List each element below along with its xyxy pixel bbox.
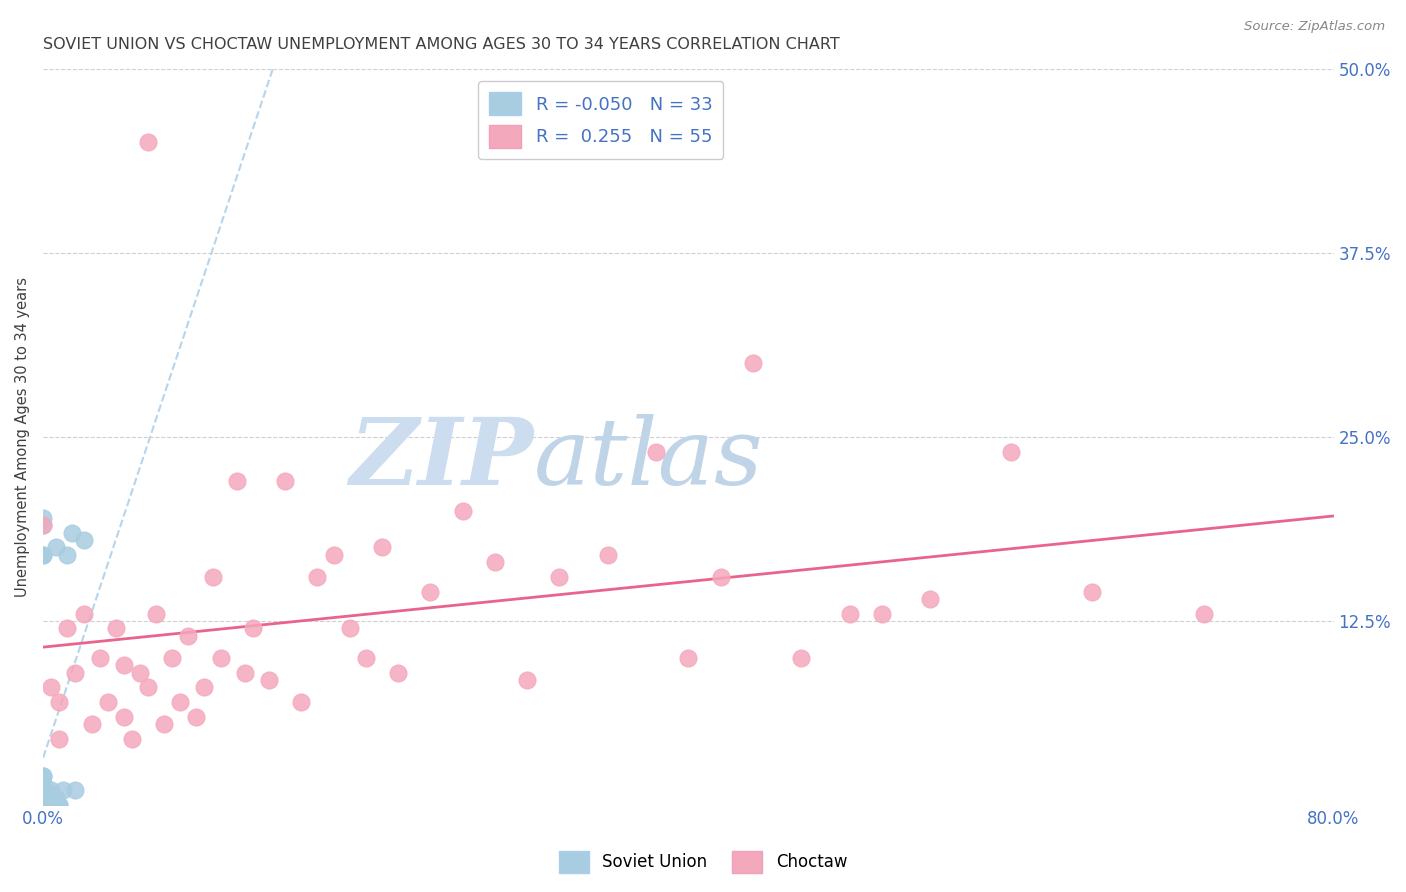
Point	[136, 680, 159, 694]
Point	[80, 717, 103, 731]
Point	[32, 769, 55, 783]
Point	[97, 695, 120, 709]
Point	[322, 548, 344, 562]
Point	[56, 621, 79, 635]
Point	[45, 790, 67, 805]
Point	[48, 731, 70, 746]
Point	[741, 356, 763, 370]
Point	[136, 136, 159, 150]
Text: SOVIET UNION VS CHOCTAW UNEMPLOYMENT AMONG AGES 30 TO 34 YEARS CORRELATION CHART: SOVIET UNION VS CHOCTAW UNEMPLOYMENT AMO…	[44, 37, 839, 53]
Point	[186, 709, 208, 723]
Point	[233, 665, 256, 680]
Point	[56, 548, 79, 562]
Point	[32, 783, 55, 797]
Point	[32, 798, 55, 813]
Point	[274, 474, 297, 488]
Point	[153, 717, 176, 731]
Point	[548, 570, 571, 584]
Point	[290, 695, 312, 709]
Point	[112, 709, 135, 723]
Point	[145, 607, 167, 621]
Point	[89, 650, 111, 665]
Point	[65, 665, 87, 680]
Point	[32, 783, 55, 797]
Point	[112, 658, 135, 673]
Point	[60, 525, 83, 540]
Point	[160, 650, 183, 665]
Point	[32, 790, 55, 805]
Point	[1194, 607, 1216, 621]
Point	[209, 650, 232, 665]
Point	[32, 798, 55, 813]
Point	[1080, 584, 1102, 599]
Point	[48, 798, 70, 813]
Point	[645, 444, 668, 458]
Point	[177, 629, 200, 643]
Text: Source: ZipAtlas.com: Source: ZipAtlas.com	[1244, 20, 1385, 33]
Point	[32, 769, 55, 783]
Point	[838, 607, 860, 621]
Point	[242, 621, 264, 635]
Text: ZIP: ZIP	[349, 414, 533, 504]
Point	[169, 695, 191, 709]
Point	[419, 584, 441, 599]
Point	[104, 621, 127, 635]
Point	[32, 798, 55, 813]
Point	[225, 474, 247, 488]
Point	[72, 533, 94, 547]
Point	[790, 650, 813, 665]
Point	[339, 621, 361, 635]
Point	[596, 548, 619, 562]
Point	[72, 607, 94, 621]
Point	[516, 673, 538, 687]
Point	[39, 798, 62, 813]
Point	[257, 673, 280, 687]
Point	[32, 548, 55, 562]
Point	[32, 798, 55, 813]
Point	[32, 798, 55, 813]
Point	[48, 695, 70, 709]
Legend: R = -0.050   N = 33, R =  0.255   N = 55: R = -0.050 N = 33, R = 0.255 N = 55	[478, 81, 724, 159]
Point	[32, 518, 55, 533]
Point	[32, 790, 55, 805]
Point	[32, 776, 55, 790]
Text: atlas: atlas	[533, 414, 763, 504]
Point	[45, 798, 67, 813]
Point	[32, 548, 55, 562]
Point	[354, 650, 377, 665]
Point	[129, 665, 152, 680]
Point	[65, 783, 87, 797]
Point	[45, 541, 67, 555]
Legend: Soviet Union, Choctaw: Soviet Union, Choctaw	[553, 845, 853, 880]
Point	[32, 798, 55, 813]
Point	[32, 798, 55, 813]
Point	[32, 786, 55, 800]
Point	[710, 570, 733, 584]
Point	[32, 511, 55, 525]
Point	[1000, 444, 1022, 458]
Point	[920, 591, 942, 606]
Point	[32, 518, 55, 533]
Point	[39, 783, 62, 797]
Point	[678, 650, 700, 665]
Point	[121, 731, 143, 746]
Point	[39, 680, 62, 694]
Point	[387, 665, 409, 680]
Point	[484, 555, 506, 569]
Point	[451, 503, 474, 517]
Point	[48, 798, 70, 813]
Point	[39, 798, 62, 813]
Point	[870, 607, 893, 621]
Point	[201, 570, 224, 584]
Point	[371, 541, 394, 555]
Point	[193, 680, 215, 694]
Y-axis label: Unemployment Among Ages 30 to 34 years: Unemployment Among Ages 30 to 34 years	[15, 277, 30, 597]
Point	[39, 786, 62, 800]
Point	[307, 570, 329, 584]
Point	[51, 783, 73, 797]
